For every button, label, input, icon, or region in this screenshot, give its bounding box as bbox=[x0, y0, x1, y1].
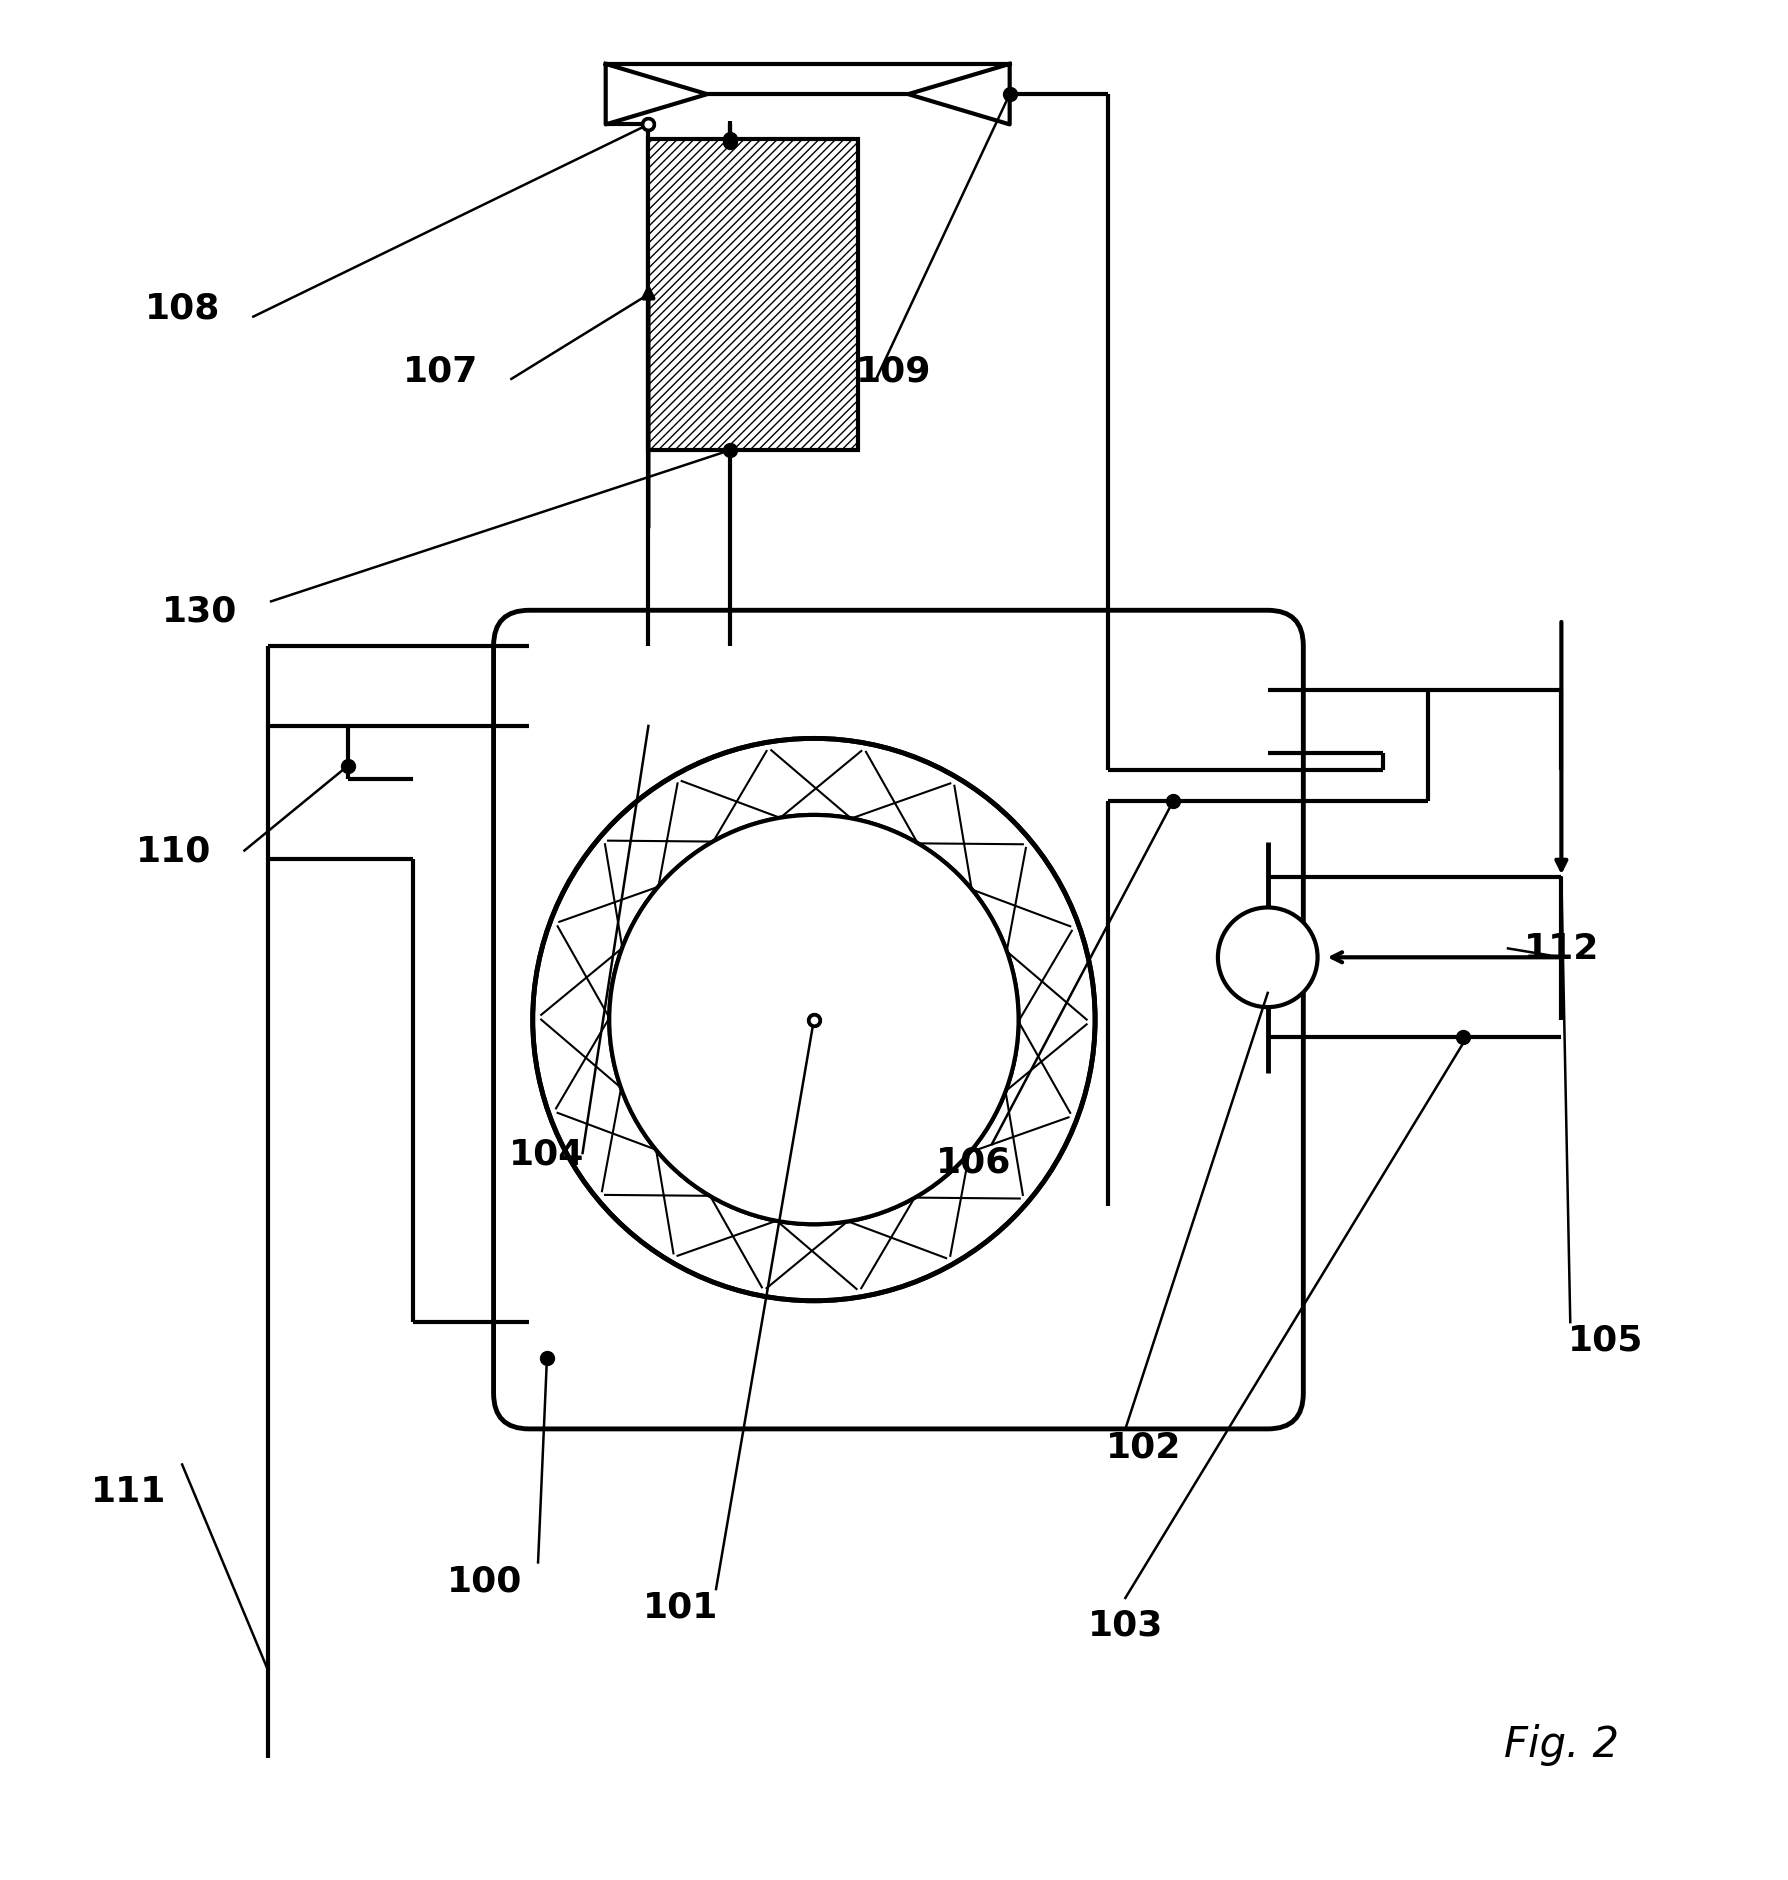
FancyBboxPatch shape bbox=[493, 611, 1303, 1429]
Text: 109: 109 bbox=[856, 353, 932, 387]
Circle shape bbox=[1218, 908, 1318, 1008]
Point bbox=[635, 111, 663, 141]
Text: Fig. 2: Fig. 2 bbox=[1504, 1722, 1618, 1765]
Text: 106: 106 bbox=[937, 1145, 1012, 1179]
Text: 107: 107 bbox=[402, 353, 477, 387]
Text: 100: 100 bbox=[447, 1564, 522, 1598]
Bar bbox=[649, 139, 858, 451]
Point bbox=[533, 1342, 561, 1372]
Point bbox=[1450, 1023, 1479, 1053]
Text: 103: 103 bbox=[1087, 1607, 1162, 1641]
Circle shape bbox=[610, 816, 1019, 1224]
Text: 102: 102 bbox=[1105, 1431, 1180, 1465]
Point bbox=[715, 128, 744, 158]
Text: 112: 112 bbox=[1523, 932, 1598, 966]
Point bbox=[996, 81, 1025, 111]
Point bbox=[1159, 786, 1187, 816]
Text: 110: 110 bbox=[136, 835, 211, 869]
Text: 111: 111 bbox=[91, 1474, 166, 1508]
Text: 108: 108 bbox=[145, 291, 220, 325]
Circle shape bbox=[533, 739, 1094, 1301]
Point bbox=[333, 752, 361, 782]
Circle shape bbox=[610, 816, 1019, 1224]
Point bbox=[715, 436, 744, 466]
Text: 104: 104 bbox=[510, 1136, 585, 1171]
Point bbox=[799, 1006, 828, 1036]
Point bbox=[799, 1006, 828, 1036]
Text: 130: 130 bbox=[163, 594, 238, 628]
Point bbox=[635, 111, 663, 141]
Text: 105: 105 bbox=[1568, 1324, 1643, 1357]
Text: 101: 101 bbox=[642, 1590, 719, 1624]
Point bbox=[715, 124, 744, 154]
Point bbox=[799, 1006, 828, 1036]
